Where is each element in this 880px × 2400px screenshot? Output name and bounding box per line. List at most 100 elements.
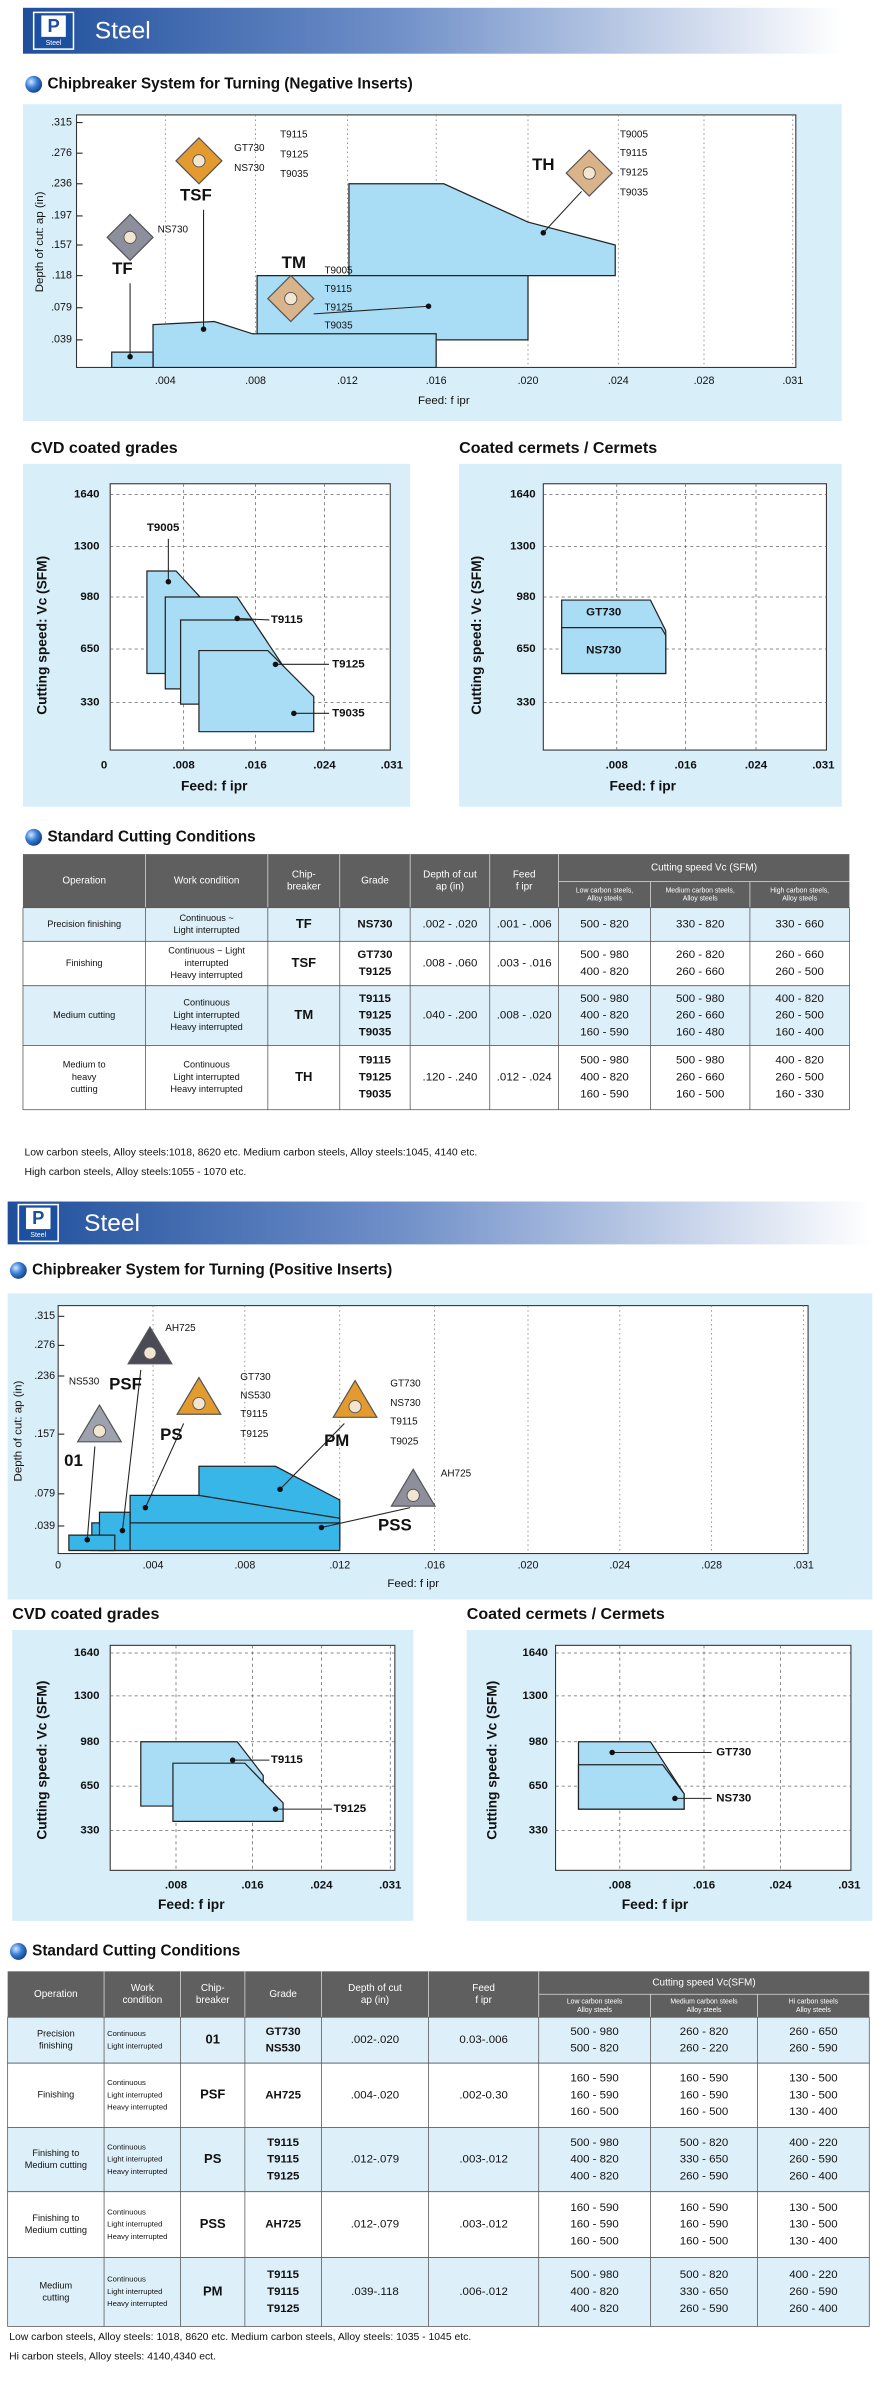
chipbreaker-name: 01 <box>64 1451 83 1470</box>
x-tick-label: .020 <box>518 375 539 387</box>
y-tick-label: .276 <box>51 147 72 159</box>
footnote: High carbon steels, Alloy steels:1055 - … <box>24 1167 246 1178</box>
insert-hole <box>582 166 596 180</box>
table-cell: 500 - 980 <box>580 1055 628 1067</box>
grade-label: T9115 <box>271 1754 304 1766</box>
table-cell: .003-.012 <box>459 2219 507 2231</box>
table-cell: Finishing to <box>32 2148 79 2158</box>
x-tick-label: .012 <box>329 1560 350 1572</box>
table-cell: 260 - 500 <box>775 1010 823 1022</box>
x-tick-label: .008 <box>245 375 266 387</box>
marker-dot <box>291 710 297 717</box>
insert-hole <box>192 1396 206 1411</box>
table-row-bg <box>22 907 850 942</box>
section-title: Steel <box>84 1210 140 1237</box>
grade-label: T9125 <box>332 658 365 670</box>
x-tick-label: .024 <box>310 1880 333 1892</box>
chart-heading: Chipbreaker System for Turning (Negative… <box>47 75 412 92</box>
y-tick-label: 1640 <box>74 1647 100 1659</box>
table-cell: Medium to <box>63 1060 106 1070</box>
table-cell: 130 - 400 <box>789 2106 837 2118</box>
table-cell: 260 - 660 <box>676 1010 724 1022</box>
x-tick-label: .031 <box>381 759 404 771</box>
table-cell: Medium cutting <box>25 2160 87 2170</box>
y-tick-label: .315 <box>51 116 72 128</box>
table-cell: Continuous <box>107 2275 146 2284</box>
y-axis-label: Depth of cut: ap (in) <box>34 191 46 292</box>
table-cell: 130 - 500 <box>789 2073 837 2085</box>
table-cell: 160 - 590 <box>580 1026 628 1038</box>
section-bullet <box>25 828 43 846</box>
marker-dot <box>609 1749 615 1756</box>
table-cell: NS730 <box>357 919 392 931</box>
grade-label: GT730 <box>716 1747 751 1759</box>
category-badge <box>32 11 75 50</box>
table-cell: 160 - 590 <box>570 2219 618 2231</box>
table-row-bg <box>22 1045 850 1111</box>
table-subheader-cell: Alloy steels <box>683 896 718 903</box>
table-cell: TSF <box>292 955 317 970</box>
table-header-cell: Grade <box>269 1989 297 2000</box>
insert-icon <box>332 1379 378 1418</box>
x-tick-label: .012 <box>337 375 358 387</box>
table-cell: Continuous <box>183 998 230 1008</box>
grade-label: T9115 <box>240 1409 268 1420</box>
table-cell: PSF <box>200 2087 225 2102</box>
table-cell: Continuous <box>183 1060 230 1070</box>
insert-hole <box>348 1400 362 1414</box>
table-cell: Medium cutting <box>53 1010 115 1020</box>
y-tick-label: .118 <box>52 269 72 281</box>
y-tick-label: 330 <box>529 1825 548 1837</box>
y-tick-label: 980 <box>80 1736 99 1748</box>
chipbreaker-name: PSF <box>109 1375 142 1394</box>
y-tick-label: .039 <box>34 1520 55 1532</box>
table-subheader-cell: Medium carbon steels <box>670 1998 738 2005</box>
chart-title: Coated cermets / Cermets <box>467 1605 665 1623</box>
table-cell: 400 - 220 <box>789 2269 837 2281</box>
table-cell: 500 - 820 <box>680 2137 728 2149</box>
y-tick-label: 330 <box>80 1825 99 1837</box>
table-cell: cutting <box>42 2293 69 2303</box>
grade-label: NS730 <box>234 163 265 174</box>
footnote: Low carbon steels, Alloy steels: 1018, 8… <box>9 2332 471 2343</box>
marker-dot <box>234 615 240 622</box>
table-cell: .039-.118 <box>351 2286 399 2298</box>
table-cell: 160 - 330 <box>775 1088 823 1100</box>
table-cell: PS <box>204 2151 222 2166</box>
table-header-cell: Depth of cut <box>348 1983 402 1994</box>
table-row-bg <box>7 2127 870 2193</box>
table-cell: 500 - 820 <box>680 2269 728 2281</box>
table-cell: Precision finishing <box>47 919 121 929</box>
table-cell: 260 - 650 <box>789 2026 837 2038</box>
leader-line <box>237 617 270 621</box>
table-cell: 0.03-.006 <box>459 2034 507 2046</box>
category-badge-inner <box>41 15 66 37</box>
table-cell: 160 - 500 <box>680 2106 728 2118</box>
table-cell: .004-.020 <box>351 2089 399 2101</box>
table-cell: Light interrupted <box>173 1010 239 1020</box>
marker-dot <box>540 230 547 236</box>
x-tick-label: .031 <box>812 759 835 771</box>
x-tick-label: .024 <box>609 1560 630 1572</box>
table-cell: Light interrupted <box>107 2090 162 2099</box>
table-cell: T9125 <box>267 2170 300 2182</box>
table-cell: 160 - 500 <box>676 1088 724 1100</box>
table-cell: Continuous <box>107 2142 146 2151</box>
insert-hole <box>92 1424 107 1438</box>
grade-label: GT730 <box>586 606 621 618</box>
chipbreaker-name: PSS <box>378 1515 412 1534</box>
y-tick-label: 1640 <box>510 489 536 501</box>
table-cell: Finishing <box>66 958 103 968</box>
table-heading: Standard Cutting Conditions <box>32 1942 240 1959</box>
table-cell: 160 - 590 <box>680 2073 728 2085</box>
table-cell: 160 - 590 <box>570 2089 618 2101</box>
leader-line <box>86 1446 96 1540</box>
y-tick-label: .236 <box>51 178 72 190</box>
leader-line <box>313 305 429 315</box>
table-cell: Heavy interrupted <box>107 2167 167 2176</box>
y-tick-label: .157 <box>34 1428 55 1440</box>
table-cell: T9115 <box>267 2154 300 2166</box>
table-header-cell: Feed <box>472 1983 495 1994</box>
table-cell: .012-.079 <box>351 2219 399 2231</box>
